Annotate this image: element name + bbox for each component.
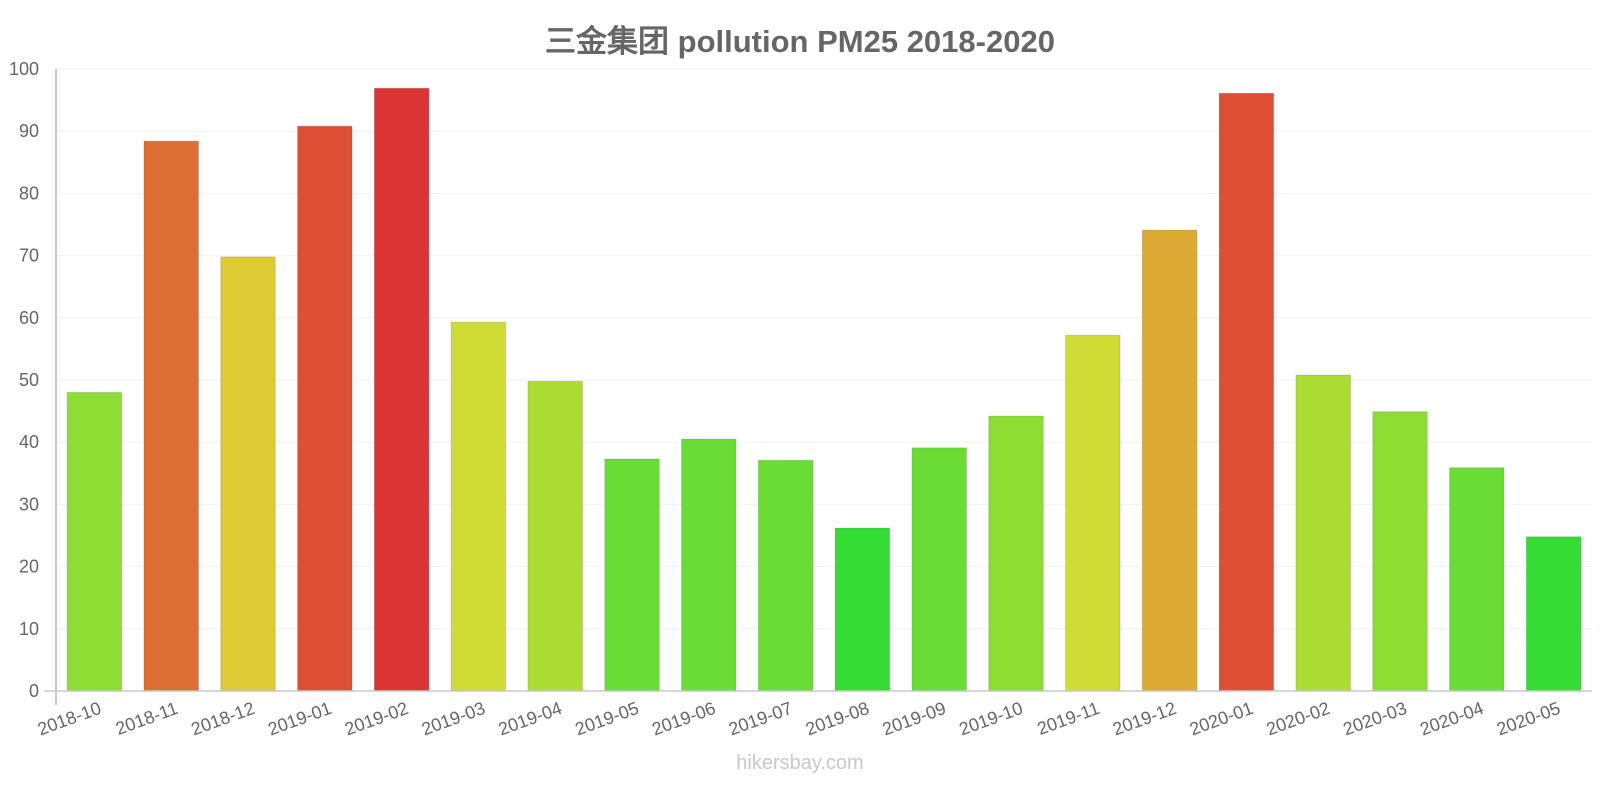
x-tick-label: 2018-11 xyxy=(113,698,181,739)
bar-2019-06[interactable] xyxy=(681,438,737,692)
x-tick-label: 2019-01 xyxy=(265,698,334,739)
y-tick-label: 60 xyxy=(19,308,39,328)
bar-2019-11[interactable] xyxy=(1065,334,1121,692)
x-tick-label: 2019-02 xyxy=(342,698,411,739)
x-tick-label: 2019-07 xyxy=(726,698,795,739)
bar-2018-10[interactable] xyxy=(66,391,123,692)
y-tick-label: 90 xyxy=(19,121,39,141)
bar-2020-01[interactable] xyxy=(1218,92,1275,692)
x-tick-label: 2020-03 xyxy=(1340,698,1409,739)
y-tick-label: 70 xyxy=(19,246,39,266)
bar-2019-05[interactable] xyxy=(604,458,660,692)
x-tick-label: 2018-10 xyxy=(35,698,104,739)
x-tick-label: 2019-08 xyxy=(803,698,872,739)
x-tick-label: 2019-11 xyxy=(1034,698,1102,739)
y-tick-label: 80 xyxy=(19,183,39,203)
bar-2018-11[interactable] xyxy=(143,140,199,692)
x-tick-label: 2019-04 xyxy=(496,698,565,739)
bar-2019-03[interactable] xyxy=(450,321,507,692)
bar-2020-03[interactable] xyxy=(1372,411,1428,692)
bar-2019-07[interactable] xyxy=(757,459,814,692)
y-tick-label: 100 xyxy=(9,59,39,79)
chart-title: 三金集团 pollution PM25 2018-2020 xyxy=(545,24,1055,59)
bar-2019-01[interactable] xyxy=(297,125,353,692)
x-tick-label: 2020-04 xyxy=(1417,698,1486,739)
x-tick-label: 2020-05 xyxy=(1494,698,1563,739)
y-tick-label: 20 xyxy=(19,557,39,577)
x-tick-label: 2020-01 xyxy=(1187,698,1256,739)
y-tick-label: 30 xyxy=(19,494,39,514)
bar-2018-12[interactable] xyxy=(220,256,276,692)
bar-2019-02[interactable] xyxy=(373,87,430,692)
bar-2019-12[interactable] xyxy=(1141,229,1198,692)
bar-2019-08[interactable] xyxy=(834,527,891,692)
x-tick-label: 2019-12 xyxy=(1110,698,1179,739)
y-tick-label: 40 xyxy=(19,432,39,452)
x-tick-label: 2019-06 xyxy=(649,698,718,739)
bar-2019-04[interactable] xyxy=(527,380,583,692)
x-tick-label: 2020-02 xyxy=(1264,698,1333,739)
y-tick-label: 50 xyxy=(19,370,39,390)
x-tick-label: 2019-05 xyxy=(572,698,641,739)
y-tick-label: 10 xyxy=(19,619,39,639)
watermark: hikersbay.com xyxy=(736,752,864,774)
x-tick-label: 2019-10 xyxy=(956,698,1025,739)
x-tick-label: 2019-09 xyxy=(880,698,949,739)
x-tick-label: 2019-03 xyxy=(419,698,488,739)
bar-2020-04[interactable] xyxy=(1449,467,1505,692)
bar-2019-09[interactable] xyxy=(911,447,967,692)
x-tick-label: 2018-12 xyxy=(188,698,257,739)
y-tick-label: 0 xyxy=(29,681,39,701)
bar-2020-05[interactable] xyxy=(1525,536,1582,692)
bar-2019-10[interactable] xyxy=(988,415,1044,692)
bar-2020-02[interactable] xyxy=(1295,374,1351,692)
